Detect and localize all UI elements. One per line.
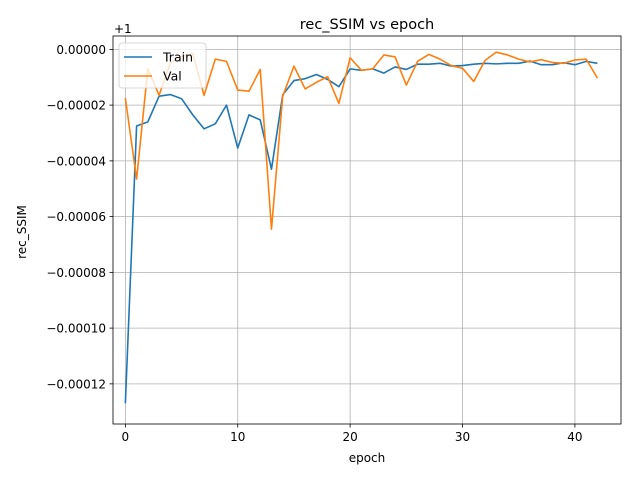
x-tick-label: 20 [343, 430, 358, 444]
y-tick-label: −0.00010 [46, 322, 106, 336]
x-tick-label: 10 [230, 430, 245, 444]
y-tick-label: −0.00012 [46, 377, 106, 391]
legend-label-train: Train [162, 50, 193, 65]
y-axis-label: rec_SSIM [15, 205, 29, 259]
x-tick-label: 0 [122, 430, 130, 444]
y-tick-label: −0.00002 [46, 99, 106, 113]
y-tick-label: −0.00006 [46, 210, 106, 224]
series-line-val [124, 51, 599, 230]
x-tick-label: 30 [455, 430, 470, 444]
x-tick-label: 40 [567, 430, 582, 444]
y-tick-label: 0.00000 [56, 43, 106, 57]
y-tick-label: −0.00004 [46, 154, 106, 168]
legend-label-val: Val [163, 69, 182, 84]
x-axis-ticks: 0 10 20 30 40 [122, 424, 583, 444]
chart-title: rec_SSIM vs epoch [300, 17, 435, 33]
axes-frame [112, 35, 622, 425]
y-tick-label: −0.00008 [46, 266, 106, 280]
series-lines [124, 51, 599, 404]
x-axis-label: epoch [349, 451, 386, 465]
y-offset-label: +1 [114, 22, 132, 36]
legend: Train Val [118, 42, 207, 89]
y-axis-ticks: 0.00000 −0.00002 −0.00004 −0.00006 −0.00008 −… [46, 43, 113, 391]
